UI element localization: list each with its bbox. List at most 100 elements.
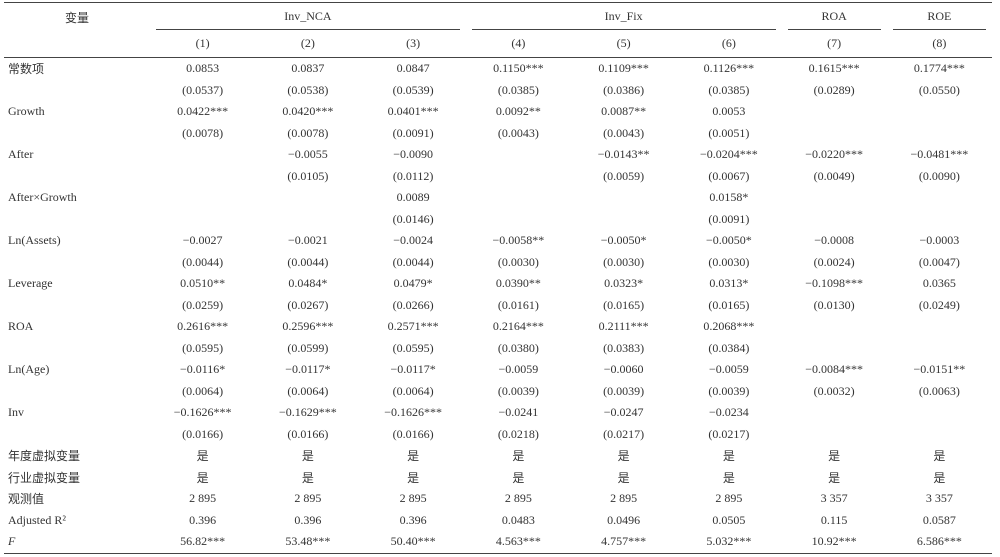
table-cell: 3 357 [925,491,953,506]
table-cell: (0.0047) [918,254,960,269]
table-cell: −0.0055 [287,147,328,162]
table-cell [887,101,992,123]
table-row: After −0.0055 −0.0090 −0.0143** −0.0204*** −0… [4,144,992,166]
table-cell [887,338,992,360]
table-cell: −0.0060 [603,362,644,377]
table-cell: −0.0204*** [699,147,758,162]
table-cell: (0.0267) [287,297,329,312]
table-cell [150,209,255,231]
column-number: (5) [571,30,677,58]
variable-header: 变量 [4,2,150,58]
group-header: Inv_Fix [471,3,776,30]
row-label: 行业虚拟变量 [8,470,81,485]
table-cell: −0.1626*** [384,405,443,420]
table-cell: 0.0505 [712,512,746,527]
table-cell: 0.396 [294,512,322,527]
table-cell [782,209,887,231]
table-cell [466,187,571,209]
table-cell: 0.0484* [288,276,328,291]
table-row: (0.0259) (0.0267) (0.0266) (0.0161) (0.0165)… [4,295,992,317]
row-label: Ln(Age) [8,362,50,377]
table-cell: 0.2068*** [703,319,755,334]
table-cell: 0.2596*** [282,319,334,334]
table-cell: (0.0032) [813,383,855,398]
table-cell: 是 [512,470,525,485]
table-cell: (0.0166) [287,426,329,441]
column-number: (7) [781,30,887,58]
table-cell: (0.0078) [182,125,224,140]
row-label: ROA [8,319,34,334]
row-label [4,166,150,188]
regression-table: 变量 Inv_NCA Inv_Fix ROA ROE (1) (2) (3) (4)(… [4,2,992,554]
row-label [4,80,150,102]
table-row: Inv −0.1626*** −0.1629*** −0.1626*** −0.0241… [4,402,992,424]
table-cell: (0.0090) [918,168,960,183]
table-cell: −0.0151** [913,362,966,377]
table-cell: 0.2111*** [598,319,649,334]
table-row: (0.0595) (0.0599) (0.0595) (0.0380) (0.0383)… [4,338,992,360]
row-label [4,123,150,145]
table-cell: (0.0249) [918,297,960,312]
table-cell: 0.2571*** [387,319,439,334]
table-row: 年度虚拟变量 是 是 是 是 是 是 是 是 [4,445,992,467]
table-cell: −0.0234 [708,405,749,420]
table-cell: 0.0837 [291,61,325,76]
table-row: ROA 0.2616*** 0.2596*** 0.2571*** 0.2164*** 0… [4,316,992,338]
table-cell: (0.0039) [497,383,539,398]
table-row: (0.0064) (0.0064) (0.0064) (0.0039) (0.0039)… [4,381,992,403]
table-cell: (0.0064) [182,383,224,398]
table-cell [887,316,992,338]
table-cell [887,402,992,424]
table-cell: (0.0385) [708,82,750,97]
row-label: Adjusted R² [8,512,66,527]
table-cell: (0.0030) [708,254,750,269]
table-cell [782,338,887,360]
table-cell: 0.0496 [607,512,641,527]
table-cell: −0.0084*** [805,362,864,377]
table-cell: (0.0039) [603,383,645,398]
table-row: Ln(Assets) −0.0027 −0.0021 −0.0024 −0.0058**… [4,230,992,252]
table-cell: (0.0044) [287,254,329,269]
table-cell: 是 [722,470,735,485]
table-cell [571,209,676,231]
table-cell: 是 [617,470,630,485]
table-row: (0.0105) (0.0112) (0.0059) (0.0067) (0.0049)… [4,166,992,188]
table-cell: 是 [828,470,841,485]
row-label: Leverage [8,276,53,291]
table-cell: 0.1150*** [493,61,544,76]
table-cell [782,424,887,446]
table-cell: 2 895 [715,491,743,506]
row-label: F [4,531,150,554]
table-cell: (0.0112) [392,168,434,183]
table-cell: −0.0241 [498,405,539,420]
table-cell: (0.0091) [708,211,750,226]
table-cell: (0.0538) [287,82,329,97]
table-row: Ln(Age) −0.0116* −0.0117* −0.0117* −0.0059 −0… [4,359,992,381]
column-number: (3) [360,30,466,58]
table-cell: 0.0390** [495,276,541,291]
table-cell [466,209,571,231]
table-cell: (0.0384) [708,340,750,355]
group-header: ROE [892,3,986,30]
table-cell: (0.0217) [603,426,645,441]
table-cell [782,123,887,145]
table-cell [150,187,255,209]
table-row: (0.0078) (0.0078) (0.0091) (0.0043) (0.0043)… [4,123,992,145]
column-number: (6) [676,30,782,58]
table-cell: (0.0386) [603,82,645,97]
table-cell: (0.0044) [392,254,434,269]
table-cell: −0.0050* [600,233,647,248]
row-label: 年度虚拟变量 [8,449,81,464]
table-cell: (0.0166) [392,426,434,441]
table-cell: (0.0063) [918,383,960,398]
table-cell: 2 895 [189,491,217,506]
table-cell: (0.0259) [182,297,224,312]
row-label: Growth [8,104,45,119]
table-cell: −0.1626*** [173,405,232,420]
table-cell [571,187,676,209]
table-cell: 是 [196,449,209,464]
table-cell: 0.1126*** [703,61,755,76]
table-cell: −0.0117* [285,362,331,377]
table-cell: (0.0030) [603,254,645,269]
